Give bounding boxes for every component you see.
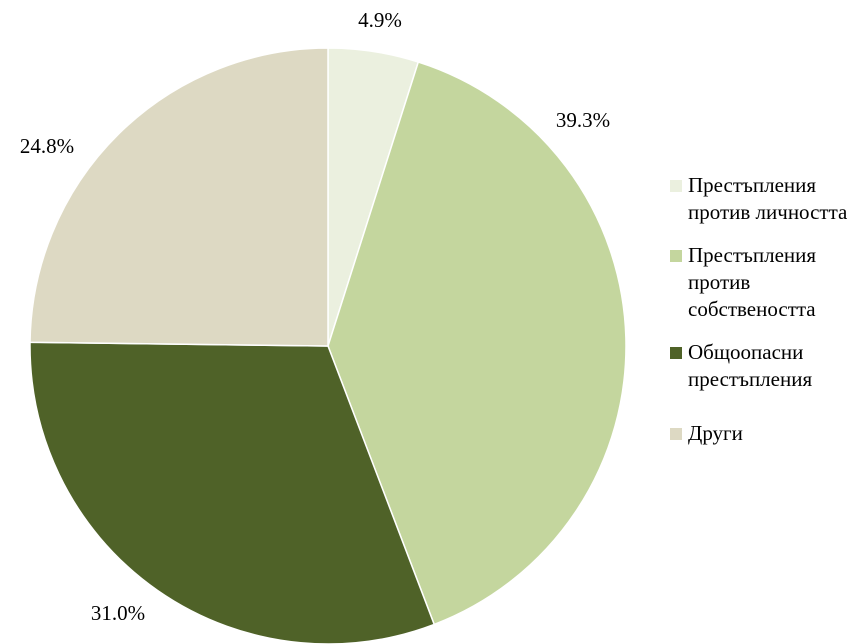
legend-label: Престъпления против личността [688,173,848,224]
legend-swatch [670,347,682,359]
data-label: 24.8% [20,134,74,158]
data-label: 31.0% [91,601,145,625]
legend-item: Други [670,420,851,447]
legend-item: Престъпления против собствеността [670,242,851,323]
legend: Престъпления против личността Престъплени… [670,172,851,447]
legend-label: Други [688,421,743,445]
legend-item: Престъпления против личността [670,172,851,226]
pie-slice [29,47,329,347]
pie-slice [327,61,627,626]
legend-label: Престъпления против собствеността [688,243,817,321]
legend-label: Общоопасни престъпления [688,340,813,391]
pie-slice [29,341,436,644]
data-label: 4.9% [358,8,402,32]
legend-swatch [670,250,682,262]
legend-swatch [670,428,682,440]
data-label: 39.3% [556,108,610,132]
legend-swatch [670,180,682,192]
legend-item: Общоопасни престъпления [670,339,851,393]
